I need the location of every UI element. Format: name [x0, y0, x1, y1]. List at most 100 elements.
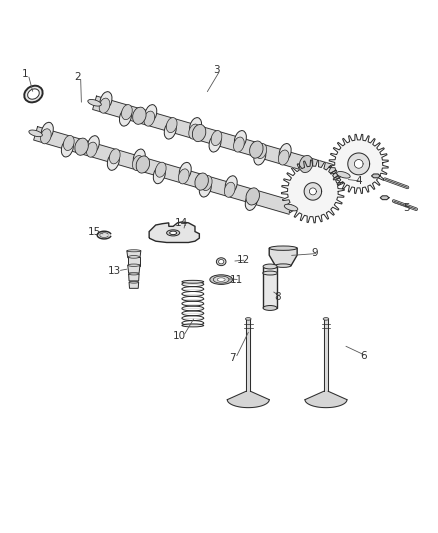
Text: 11: 11 [230, 274, 243, 285]
Ellipse shape [144, 111, 155, 126]
Ellipse shape [250, 141, 263, 158]
Ellipse shape [29, 130, 42, 136]
Polygon shape [348, 153, 370, 175]
Ellipse shape [301, 157, 311, 172]
Text: 2: 2 [74, 71, 81, 82]
Ellipse shape [133, 107, 146, 124]
Ellipse shape [87, 136, 99, 154]
Ellipse shape [136, 156, 150, 173]
PathPatch shape [127, 251, 141, 258]
Polygon shape [354, 159, 363, 168]
Ellipse shape [122, 104, 132, 119]
Ellipse shape [127, 250, 141, 252]
Ellipse shape [110, 149, 120, 164]
PathPatch shape [128, 265, 140, 273]
Ellipse shape [86, 142, 97, 157]
Ellipse shape [189, 124, 199, 139]
Text: 3: 3 [213, 65, 220, 75]
Ellipse shape [256, 143, 267, 158]
Polygon shape [92, 96, 346, 182]
Ellipse shape [182, 324, 204, 327]
Ellipse shape [337, 172, 350, 178]
PathPatch shape [263, 266, 277, 308]
Ellipse shape [211, 131, 222, 146]
Text: 7: 7 [229, 353, 235, 363]
Ellipse shape [99, 98, 110, 113]
PathPatch shape [129, 274, 139, 281]
Polygon shape [380, 196, 389, 200]
Ellipse shape [263, 271, 277, 275]
Ellipse shape [263, 305, 277, 310]
Ellipse shape [129, 281, 139, 283]
Text: 9: 9 [312, 248, 318, 259]
Ellipse shape [107, 152, 120, 171]
Ellipse shape [129, 273, 139, 275]
Text: 10: 10 [173, 332, 186, 341]
Ellipse shape [279, 150, 289, 165]
Ellipse shape [245, 318, 251, 320]
Ellipse shape [182, 280, 204, 283]
Ellipse shape [224, 182, 235, 197]
Text: 5: 5 [403, 203, 410, 213]
Ellipse shape [216, 258, 226, 265]
Polygon shape [329, 134, 389, 193]
Ellipse shape [133, 149, 145, 167]
Polygon shape [371, 174, 380, 178]
Ellipse shape [233, 137, 244, 152]
Ellipse shape [263, 264, 277, 269]
Ellipse shape [178, 169, 189, 184]
Ellipse shape [234, 131, 247, 149]
Ellipse shape [132, 156, 143, 171]
Polygon shape [246, 319, 251, 391]
Ellipse shape [247, 189, 258, 204]
Ellipse shape [166, 230, 180, 236]
Ellipse shape [245, 192, 257, 211]
Polygon shape [305, 391, 347, 408]
Ellipse shape [100, 92, 112, 110]
Polygon shape [34, 127, 293, 214]
Ellipse shape [24, 86, 42, 102]
Polygon shape [282, 160, 344, 223]
Ellipse shape [219, 260, 224, 264]
Ellipse shape [128, 264, 140, 266]
PathPatch shape [149, 222, 199, 243]
Ellipse shape [284, 204, 298, 211]
Text: 8: 8 [275, 292, 281, 302]
Ellipse shape [201, 175, 212, 191]
Text: 12: 12 [237, 255, 250, 265]
Ellipse shape [209, 134, 221, 152]
Ellipse shape [64, 135, 74, 150]
Text: 15: 15 [88, 227, 101, 237]
PathPatch shape [128, 257, 140, 265]
Ellipse shape [75, 138, 88, 155]
Polygon shape [227, 391, 269, 408]
Ellipse shape [195, 173, 208, 190]
Ellipse shape [299, 160, 311, 178]
Ellipse shape [246, 188, 259, 205]
Ellipse shape [28, 89, 39, 99]
Ellipse shape [210, 275, 233, 285]
Ellipse shape [192, 124, 206, 142]
Ellipse shape [170, 231, 177, 235]
Ellipse shape [269, 246, 297, 251]
Ellipse shape [279, 143, 291, 161]
Ellipse shape [225, 176, 237, 193]
Ellipse shape [254, 147, 266, 165]
Ellipse shape [213, 276, 229, 283]
Polygon shape [97, 231, 111, 239]
Ellipse shape [155, 162, 166, 177]
Ellipse shape [190, 118, 201, 135]
Polygon shape [304, 183, 321, 200]
Ellipse shape [41, 123, 53, 140]
Ellipse shape [61, 139, 74, 157]
PathPatch shape [269, 248, 297, 265]
Ellipse shape [299, 156, 313, 173]
Ellipse shape [217, 278, 225, 281]
Text: 4: 4 [355, 176, 362, 187]
Ellipse shape [40, 129, 51, 144]
Text: 1: 1 [21, 69, 28, 79]
Ellipse shape [120, 108, 131, 126]
Ellipse shape [323, 318, 329, 320]
Ellipse shape [166, 118, 177, 133]
Ellipse shape [179, 163, 191, 180]
